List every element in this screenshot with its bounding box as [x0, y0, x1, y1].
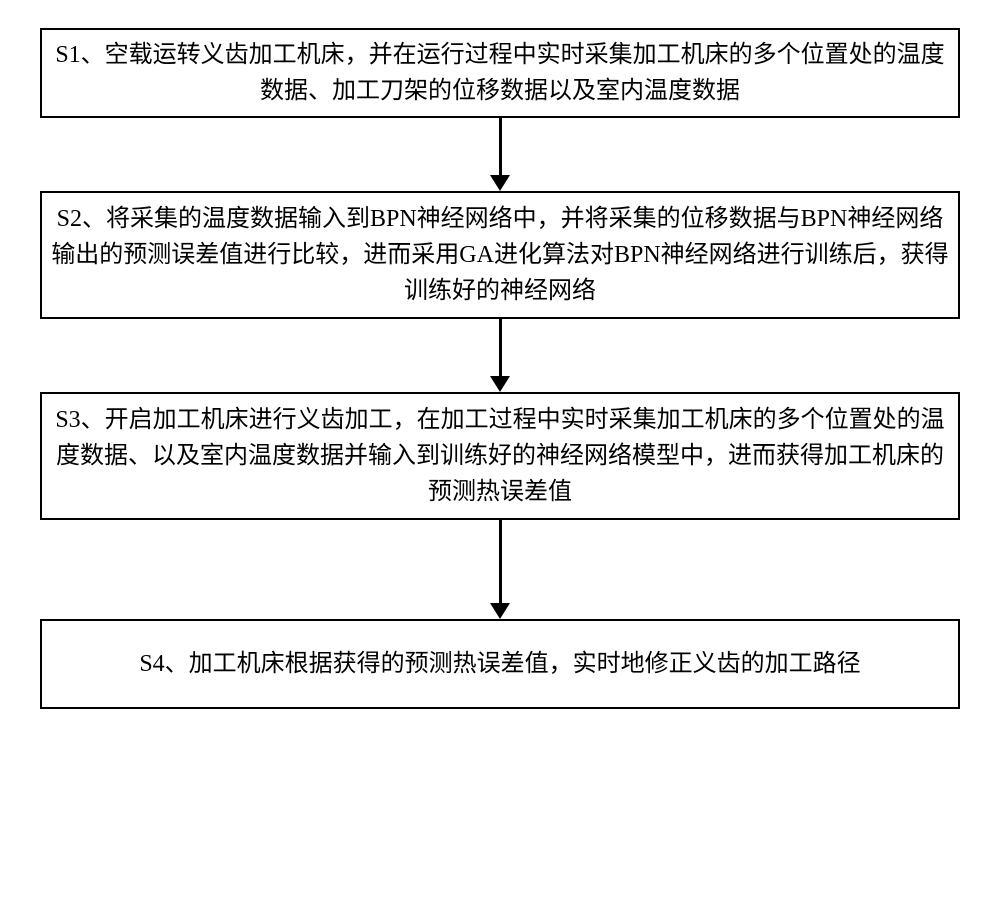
arrow-1 — [490, 118, 510, 191]
arrow-1-head — [490, 175, 510, 191]
step-2-text: S2、将采集的温度数据输入到BPN神经网络中，并将采集的位移数据与BPN神经网络… — [50, 201, 950, 309]
step-1-box: S1、空载运转义齿加工机床，并在运行过程中实时采集加工机床的多个位置处的温度数据… — [40, 28, 960, 118]
step-4-text: S4、加工机床根据获得的预测热误差值，实时地修正义齿的加工路径 — [139, 646, 860, 682]
step-4-box: S4、加工机床根据获得的预测热误差值，实时地修正义齿的加工路径 — [40, 619, 960, 709]
arrow-1-shaft — [499, 118, 502, 176]
step-1-text: S1、空载运转义齿加工机床，并在运行过程中实时采集加工机床的多个位置处的温度数据… — [50, 37, 950, 109]
step-2-box: S2、将采集的温度数据输入到BPN神经网络中，并将采集的位移数据与BPN神经网络… — [40, 191, 960, 319]
arrow-2-shaft — [499, 319, 502, 377]
step-3-text: S3、开启加工机床进行义齿加工，在加工过程中实时采集加工机床的多个位置处的温度数… — [50, 402, 950, 510]
arrow-3-head — [490, 603, 510, 619]
arrow-3-shaft — [499, 520, 502, 604]
arrow-3 — [490, 520, 510, 619]
arrow-2-head — [490, 376, 510, 392]
arrow-2 — [490, 319, 510, 392]
step-3-box: S3、开启加工机床进行义齿加工，在加工过程中实时采集加工机床的多个位置处的温度数… — [40, 392, 960, 520]
